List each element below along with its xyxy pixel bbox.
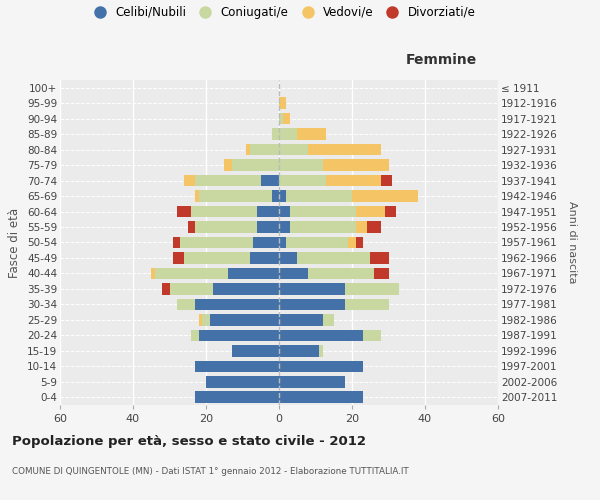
Bar	[195, 175, 261, 186]
Bar	[173, 236, 181, 248]
Bar	[155, 268, 228, 280]
Bar	[374, 268, 389, 280]
Text: Femmine: Femmine	[406, 53, 476, 67]
Bar	[308, 268, 374, 280]
Bar	[349, 236, 356, 248]
Bar	[206, 376, 279, 388]
Bar	[319, 345, 323, 356]
Bar	[209, 314, 279, 326]
Bar	[381, 175, 392, 186]
Bar	[151, 268, 155, 280]
Bar	[279, 360, 363, 372]
Bar	[344, 298, 389, 310]
Bar	[279, 298, 344, 310]
Bar	[177, 298, 195, 310]
Bar	[257, 221, 279, 233]
Bar	[199, 330, 279, 341]
Bar	[370, 252, 389, 264]
Bar	[177, 206, 191, 218]
Bar	[279, 144, 308, 156]
Bar	[232, 345, 279, 356]
Bar	[279, 345, 319, 356]
Bar	[367, 221, 381, 233]
Text: COMUNE DI QUINGENTOLE (MN) - Dati ISTAT 1° gennaio 2012 - Elaborazione TUTTITALI: COMUNE DI QUINGENTOLE (MN) - Dati ISTAT …	[12, 468, 409, 476]
Bar	[232, 160, 279, 171]
Bar	[279, 160, 323, 171]
Bar	[199, 314, 202, 326]
Bar	[326, 175, 381, 186]
Bar	[184, 252, 250, 264]
Bar	[290, 221, 356, 233]
Bar	[279, 330, 363, 341]
Bar	[352, 190, 418, 202]
Bar	[279, 392, 363, 403]
Bar	[279, 98, 286, 109]
Text: Popolazione per età, sesso e stato civile - 2012: Popolazione per età, sesso e stato civil…	[12, 435, 366, 448]
Bar	[202, 314, 209, 326]
Bar	[224, 160, 232, 171]
Bar	[246, 144, 250, 156]
Y-axis label: Fasce di età: Fasce di età	[8, 208, 22, 278]
Bar	[323, 314, 334, 326]
Bar	[279, 376, 344, 388]
Bar	[356, 236, 363, 248]
Bar	[308, 144, 381, 156]
Bar	[170, 283, 214, 294]
Bar	[279, 128, 297, 140]
Bar	[173, 252, 184, 264]
Bar	[279, 236, 286, 248]
Bar	[272, 190, 279, 202]
Bar	[279, 283, 344, 294]
Bar	[181, 236, 253, 248]
Bar	[214, 283, 279, 294]
Bar	[286, 190, 352, 202]
Bar	[228, 268, 279, 280]
Bar	[356, 221, 367, 233]
Bar	[356, 206, 385, 218]
Bar	[184, 175, 195, 186]
Bar	[279, 190, 286, 202]
Bar	[290, 206, 356, 218]
Bar	[279, 314, 323, 326]
Bar	[253, 236, 279, 248]
Bar	[195, 392, 279, 403]
Bar	[344, 283, 400, 294]
Bar	[191, 330, 199, 341]
Bar	[279, 113, 283, 124]
Bar	[279, 221, 290, 233]
Bar	[279, 175, 326, 186]
Bar	[272, 128, 279, 140]
Bar	[297, 128, 326, 140]
Bar	[195, 360, 279, 372]
Bar	[250, 252, 279, 264]
Bar	[283, 113, 290, 124]
Bar	[191, 206, 257, 218]
Bar	[162, 283, 170, 294]
Bar	[279, 206, 290, 218]
Bar	[199, 190, 272, 202]
Bar	[363, 330, 381, 341]
Bar	[195, 190, 199, 202]
Bar	[323, 160, 389, 171]
Legend: Celibi/Nubili, Coniugati/e, Vedovi/e, Divorziati/e: Celibi/Nubili, Coniugati/e, Vedovi/e, Di…	[88, 6, 476, 19]
Bar	[261, 175, 279, 186]
Bar	[286, 236, 349, 248]
Y-axis label: Anni di nascita: Anni di nascita	[567, 201, 577, 284]
Bar	[195, 221, 257, 233]
Bar	[297, 252, 370, 264]
Bar	[257, 206, 279, 218]
Bar	[279, 252, 297, 264]
Bar	[385, 206, 396, 218]
Bar	[188, 221, 195, 233]
Bar	[250, 144, 279, 156]
Bar	[195, 298, 279, 310]
Bar	[279, 268, 308, 280]
